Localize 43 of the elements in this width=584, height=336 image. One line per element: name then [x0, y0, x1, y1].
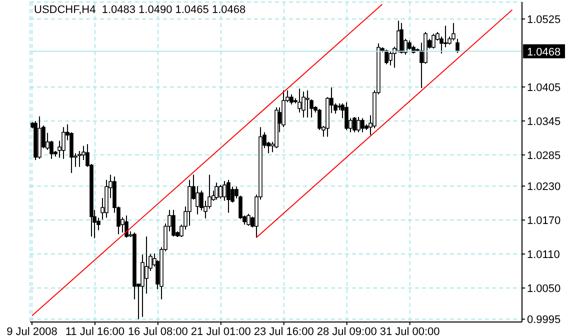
candlestick [432, 33, 436, 49]
candlestick [172, 209, 176, 237]
chart-title: USDCHF,H4 1.0483 1.0490 1.0465 1.0468 [34, 4, 246, 16]
y-tick-label: 1.0285 [527, 150, 561, 162]
candlestick [226, 179, 230, 214]
candlestick [214, 182, 218, 200]
x-tick-label: 16 Jul 08:00 [128, 326, 188, 336]
candlestick [388, 50, 392, 66]
x-tick-label: 31 Jul 00:00 [380, 326, 440, 336]
y-tick-label: 1.0525 [527, 14, 561, 26]
x-tick-label: 21 Jul 01:00 [190, 326, 251, 336]
y-tick-label: 0.9995 [527, 314, 561, 326]
candlestick [144, 236, 148, 294]
candlestick [344, 102, 348, 130]
candlestick [352, 116, 356, 133]
candlestick [222, 180, 226, 202]
y-tick-label: 1.0345 [527, 116, 561, 128]
candlestick [246, 213, 250, 226]
y-tick-label: 1.0050 [527, 282, 561, 295]
candlestick [302, 90, 306, 118]
candlestick [218, 184, 222, 200]
y-tick-label: 1.0170 [527, 214, 561, 227]
candlestick [408, 40, 412, 50]
candlestick [400, 22, 404, 54]
candlestick [62, 126, 66, 160]
candlestick [78, 150, 82, 168]
candlestick [356, 116, 360, 133]
candlestick [290, 94, 294, 106]
candlestick [384, 49, 388, 65]
x-tick-label: 23 Jul 16:00 [254, 326, 314, 336]
candlestick [360, 118, 364, 133]
y-tick-label: 1.0110 [527, 248, 560, 261]
x-tick-label: 28 Jul 09:00 [316, 326, 377, 336]
candlestick [124, 215, 128, 238]
candlestick [298, 88, 302, 113]
candlestick [306, 90, 310, 118]
y-tick-label: 1.0405 [527, 82, 561, 94]
x-tick-label: 11 Jul 16:00 [65, 326, 125, 336]
ref-line-label: 1.0468 [527, 46, 561, 58]
y-tick-label: 1.0230 [527, 180, 561, 193]
x-tick-label: 9 Jul 2008 [6, 326, 58, 336]
candlestick [452, 22, 456, 42]
candlestick [456, 38, 460, 54]
